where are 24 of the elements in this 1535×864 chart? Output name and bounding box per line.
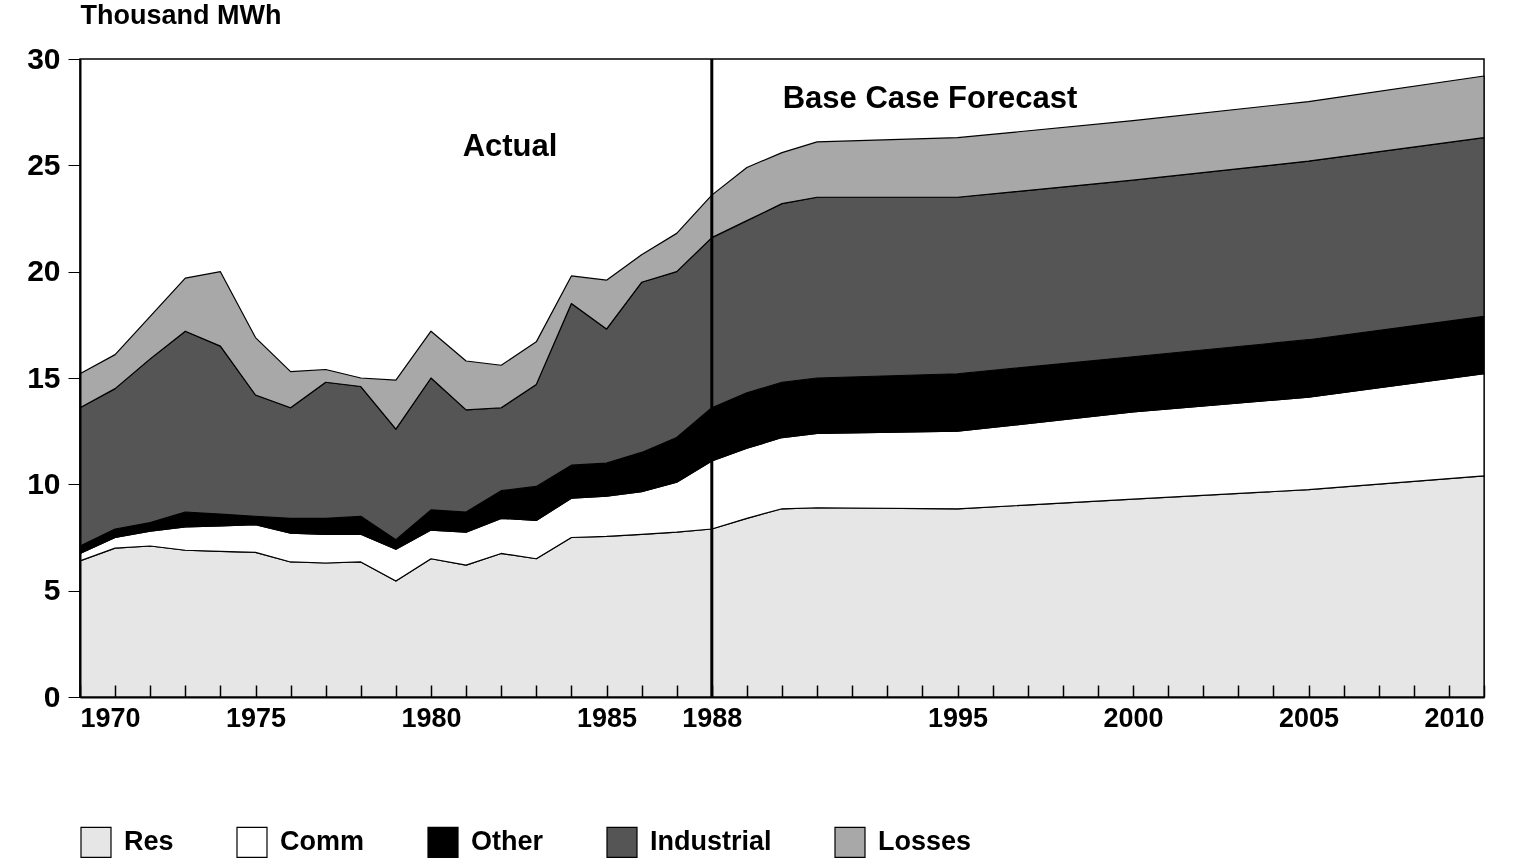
x-tick-label: 1988: [682, 702, 743, 733]
y-axis-title: Thousand MWh: [80, 0, 282, 30]
y-tick-label: 25: [27, 147, 61, 181]
x-tick-label: 1985: [576, 702, 638, 733]
x-tick-label: 2005: [1278, 702, 1340, 733]
x-tick-label: 1975: [225, 702, 287, 733]
y-tick-label: 10: [27, 466, 61, 500]
annotation: Base Case Forecast: [782, 80, 1078, 115]
legend-label: Res: [124, 826, 174, 857]
legend-label: Losses: [878, 826, 972, 857]
x-tick-label: 1980: [401, 702, 462, 733]
y-tick-label: 0: [43, 679, 61, 713]
x-tick-label: 2010: [1424, 702, 1485, 733]
y-tick-label: 15: [27, 360, 61, 394]
legend-label: Comm: [280, 826, 365, 857]
x-tick-label: 2000: [1103, 702, 1164, 733]
x-tick-label: 1995: [927, 702, 989, 733]
y-tick-label: 30: [27, 41, 61, 75]
y-tick-label: 5: [43, 573, 61, 607]
legend-label: Industrial: [650, 826, 772, 857]
annotation: Actual: [462, 128, 558, 163]
legend-label: Other: [471, 826, 544, 857]
y-tick-label: 20: [27, 254, 61, 288]
x-tick-label: 1970: [80, 702, 141, 733]
